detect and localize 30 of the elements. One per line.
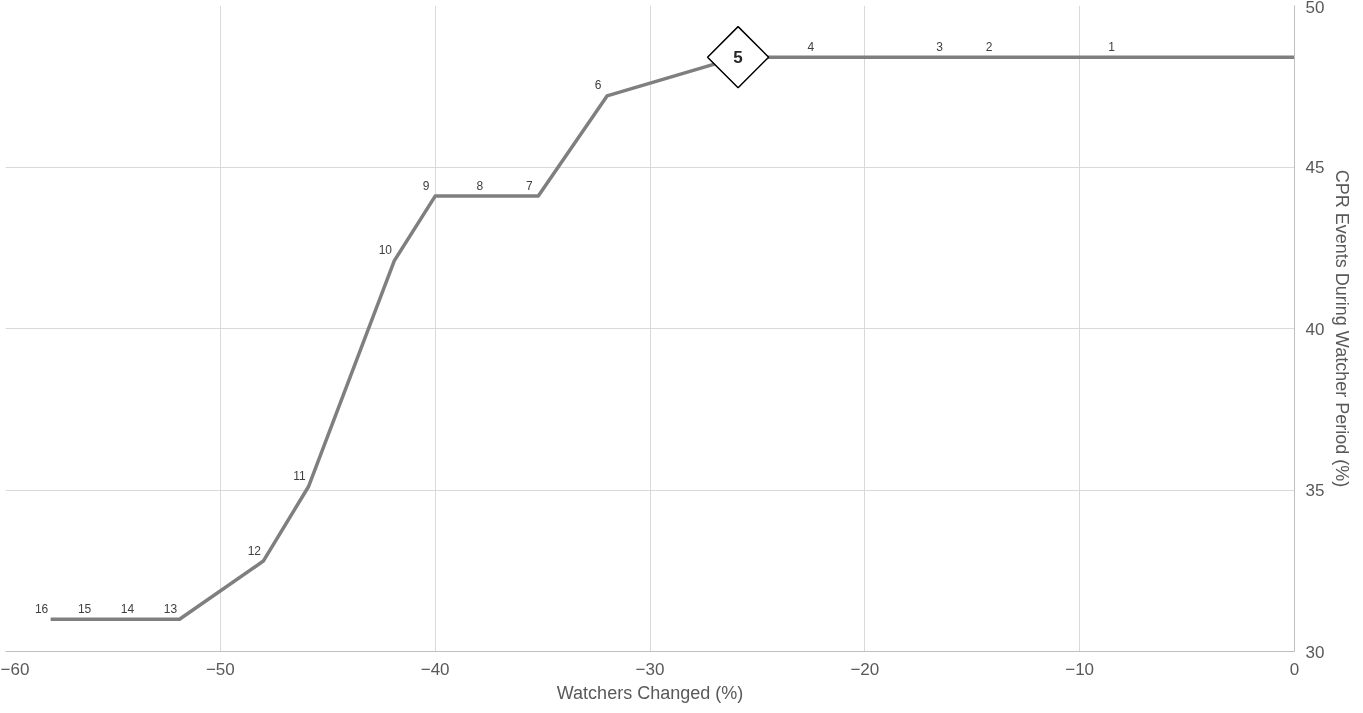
x-tick-label: −30 [635,659,665,679]
x-tick-label: 0 [1289,659,1300,679]
annotation: 10 [378,243,393,258]
y-tick-label: 30 [1305,642,1325,662]
y-tick-label: 45 [1305,158,1325,177]
annotation: 2 [985,39,993,54]
annotation: 4 [807,39,815,54]
annotation: 1 [1108,39,1116,54]
annotation: 3 [936,39,944,54]
annotation: 9 [422,178,430,193]
x-tick-label: −40 [420,659,450,679]
annotation: 8 [476,178,484,193]
annotation: 15 [77,601,92,616]
annotation: 12 [247,543,262,558]
y-axis-title: CPR Events During Watcher Period (%) [1332,169,1353,488]
annotation: 6 [594,78,602,93]
y-tick-label: 35 [1305,481,1325,500]
y-tick-label: 40 [1305,319,1325,339]
x-axis-title: Watchers Changed (%) [556,682,744,703]
x-tick-label: −60 [0,659,30,679]
annotation: 11 [293,469,306,484]
x-tick-label: −20 [850,659,880,679]
x-tick-label: −10 [1065,659,1095,679]
annotation: 7 [525,178,533,193]
annotation: 5 [733,48,743,68]
annotation: 13 [163,601,178,616]
x-tick-label: −50 [205,659,235,679]
annotation: 16 [34,601,49,616]
y-tick-label: 50 [1305,0,1325,17]
annotation: 14 [120,601,135,616]
